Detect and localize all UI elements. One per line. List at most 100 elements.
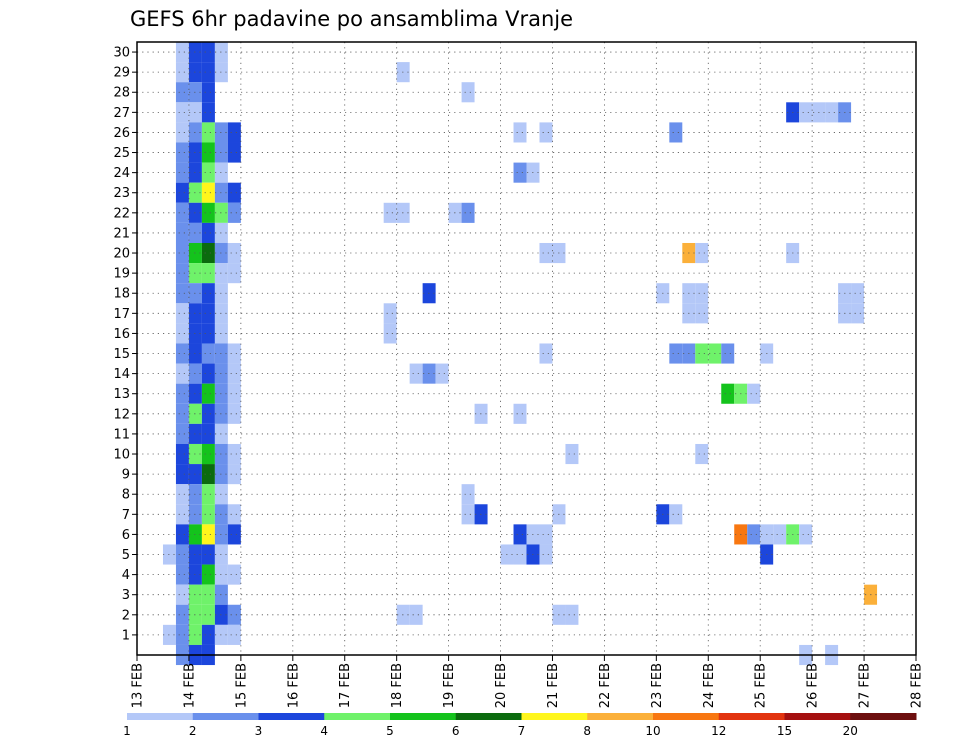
- colorbar-label: 3: [255, 724, 263, 738]
- precip-cell: [565, 443, 579, 465]
- precip-cell: [201, 62, 215, 83]
- precip-cell: [227, 383, 241, 404]
- precip-cell: [175, 202, 189, 223]
- colorbar-segment: [850, 713, 917, 720]
- precip-cell: [513, 544, 527, 565]
- precip-cell: [188, 443, 202, 465]
- precip-cell: [227, 464, 241, 485]
- precip-cell: [201, 423, 215, 444]
- colorbar: 1 2 3 4 5 6 7 8 10 12 15 20: [123, 713, 917, 738]
- precip-cell: [188, 363, 202, 384]
- colorbar-segment: [390, 713, 457, 720]
- colorbar-segment: [784, 713, 851, 720]
- precip-cell: [513, 524, 527, 545]
- y-tick-label: 17: [113, 307, 130, 322]
- precip-cell: [227, 604, 241, 625]
- y-tick-label: 16: [113, 327, 130, 342]
- precip-cell: [201, 142, 215, 163]
- precip-cell: [773, 524, 787, 545]
- y-axis: 1234567891011121314151617181920212223242…: [113, 46, 137, 643]
- y-tick-label: 14: [113, 367, 130, 382]
- x-tick-label: 17 FEB: [338, 663, 353, 708]
- precip-cell: [188, 423, 202, 444]
- precip-cell: [227, 182, 241, 203]
- colorbar-label: 7: [518, 724, 526, 738]
- precip-cell: [227, 524, 241, 545]
- y-tick-label: 25: [113, 146, 130, 161]
- x-tick-label: 23 FEB: [650, 663, 665, 708]
- y-tick-label: 23: [113, 186, 130, 201]
- colorbar-label: 4: [320, 724, 328, 738]
- precip-cell: [227, 242, 241, 264]
- x-axis: 13 FEB 14 FEB 15 FEB 16 FEB 17 FEB 18 FEB 19 F…: [131, 655, 925, 708]
- precip-cell: [188, 624, 202, 645]
- precip-cell: [461, 202, 475, 223]
- precip-cell: [539, 544, 553, 565]
- precip-cell: [188, 162, 202, 183]
- precip-cell: [461, 484, 475, 505]
- precip-cell: [747, 524, 761, 545]
- y-tick-label: 18: [113, 287, 130, 302]
- precip-cell: [175, 162, 189, 183]
- precip-cell: [175, 222, 189, 243]
- y-tick-label: 2: [122, 608, 130, 623]
- y-tick-label: 22: [113, 206, 130, 221]
- x-tick-label: 20 FEB: [494, 663, 509, 708]
- precip-cell: [188, 303, 202, 324]
- y-tick-label: 7: [122, 508, 130, 523]
- precip-cell: [162, 624, 176, 645]
- y-tick-label: 5: [122, 548, 130, 563]
- precip-cell: [188, 383, 202, 404]
- precip-cell: [175, 584, 189, 605]
- precip-cell: [175, 62, 189, 83]
- precip-cell: [175, 343, 189, 364]
- precip-cell: [227, 564, 241, 585]
- precip-cell: [695, 303, 709, 324]
- chart-title: GEFS 6hr padavine po ansamblima Vranje: [130, 7, 573, 31]
- precip-cell: [201, 122, 215, 143]
- precip-cell: [188, 484, 202, 505]
- precip-cell: [435, 363, 449, 384]
- precip-cell: [669, 122, 683, 143]
- precip-cell: [201, 524, 215, 545]
- x-tick-label: 26 FEB: [806, 663, 821, 708]
- precip-cell: [188, 82, 202, 103]
- precip-cell: [409, 604, 423, 625]
- precip-cell: [201, 564, 215, 585]
- y-tick-label: 27: [113, 106, 130, 121]
- precip-cell: [201, 403, 215, 424]
- colorbar-segment: [653, 713, 720, 720]
- precip-cell: [201, 82, 215, 103]
- precip-cell: [201, 484, 215, 505]
- precip-cell: [227, 202, 241, 223]
- colorbar-segment: [521, 713, 588, 720]
- colorbar-segment: [455, 713, 522, 720]
- precip-cell: [201, 544, 215, 565]
- precip-cell: [695, 242, 709, 264]
- colorbar-segment: [258, 713, 325, 720]
- precip-cell: [799, 102, 813, 123]
- colorbar-label: 2: [189, 724, 197, 738]
- x-tick-label: 27 FEB: [858, 663, 873, 708]
- x-tick-label: 28 FEB: [910, 663, 925, 708]
- y-tick-label: 4: [122, 568, 130, 583]
- precip-cell: [669, 343, 683, 364]
- precip-cell: [175, 564, 189, 585]
- precip-cell: [227, 443, 241, 465]
- precip-cell: [383, 323, 397, 344]
- colorbar-label: 12: [711, 724, 726, 738]
- y-tick-label: 28: [113, 86, 130, 101]
- precip-cell: [799, 524, 813, 545]
- precip-cell: [175, 423, 189, 444]
- precip-cell: [175, 403, 189, 424]
- precip-cell: [175, 624, 189, 645]
- x-tick-label: 14 FEB: [182, 663, 197, 708]
- x-tick-label: 13 FEB: [131, 663, 146, 708]
- precip-cell: [461, 82, 475, 103]
- precip-cell: [188, 524, 202, 545]
- precip-cell: [175, 283, 189, 304]
- precip-cell: [201, 182, 215, 203]
- precip-cell: [188, 504, 202, 525]
- precip-cell: [175, 263, 189, 284]
